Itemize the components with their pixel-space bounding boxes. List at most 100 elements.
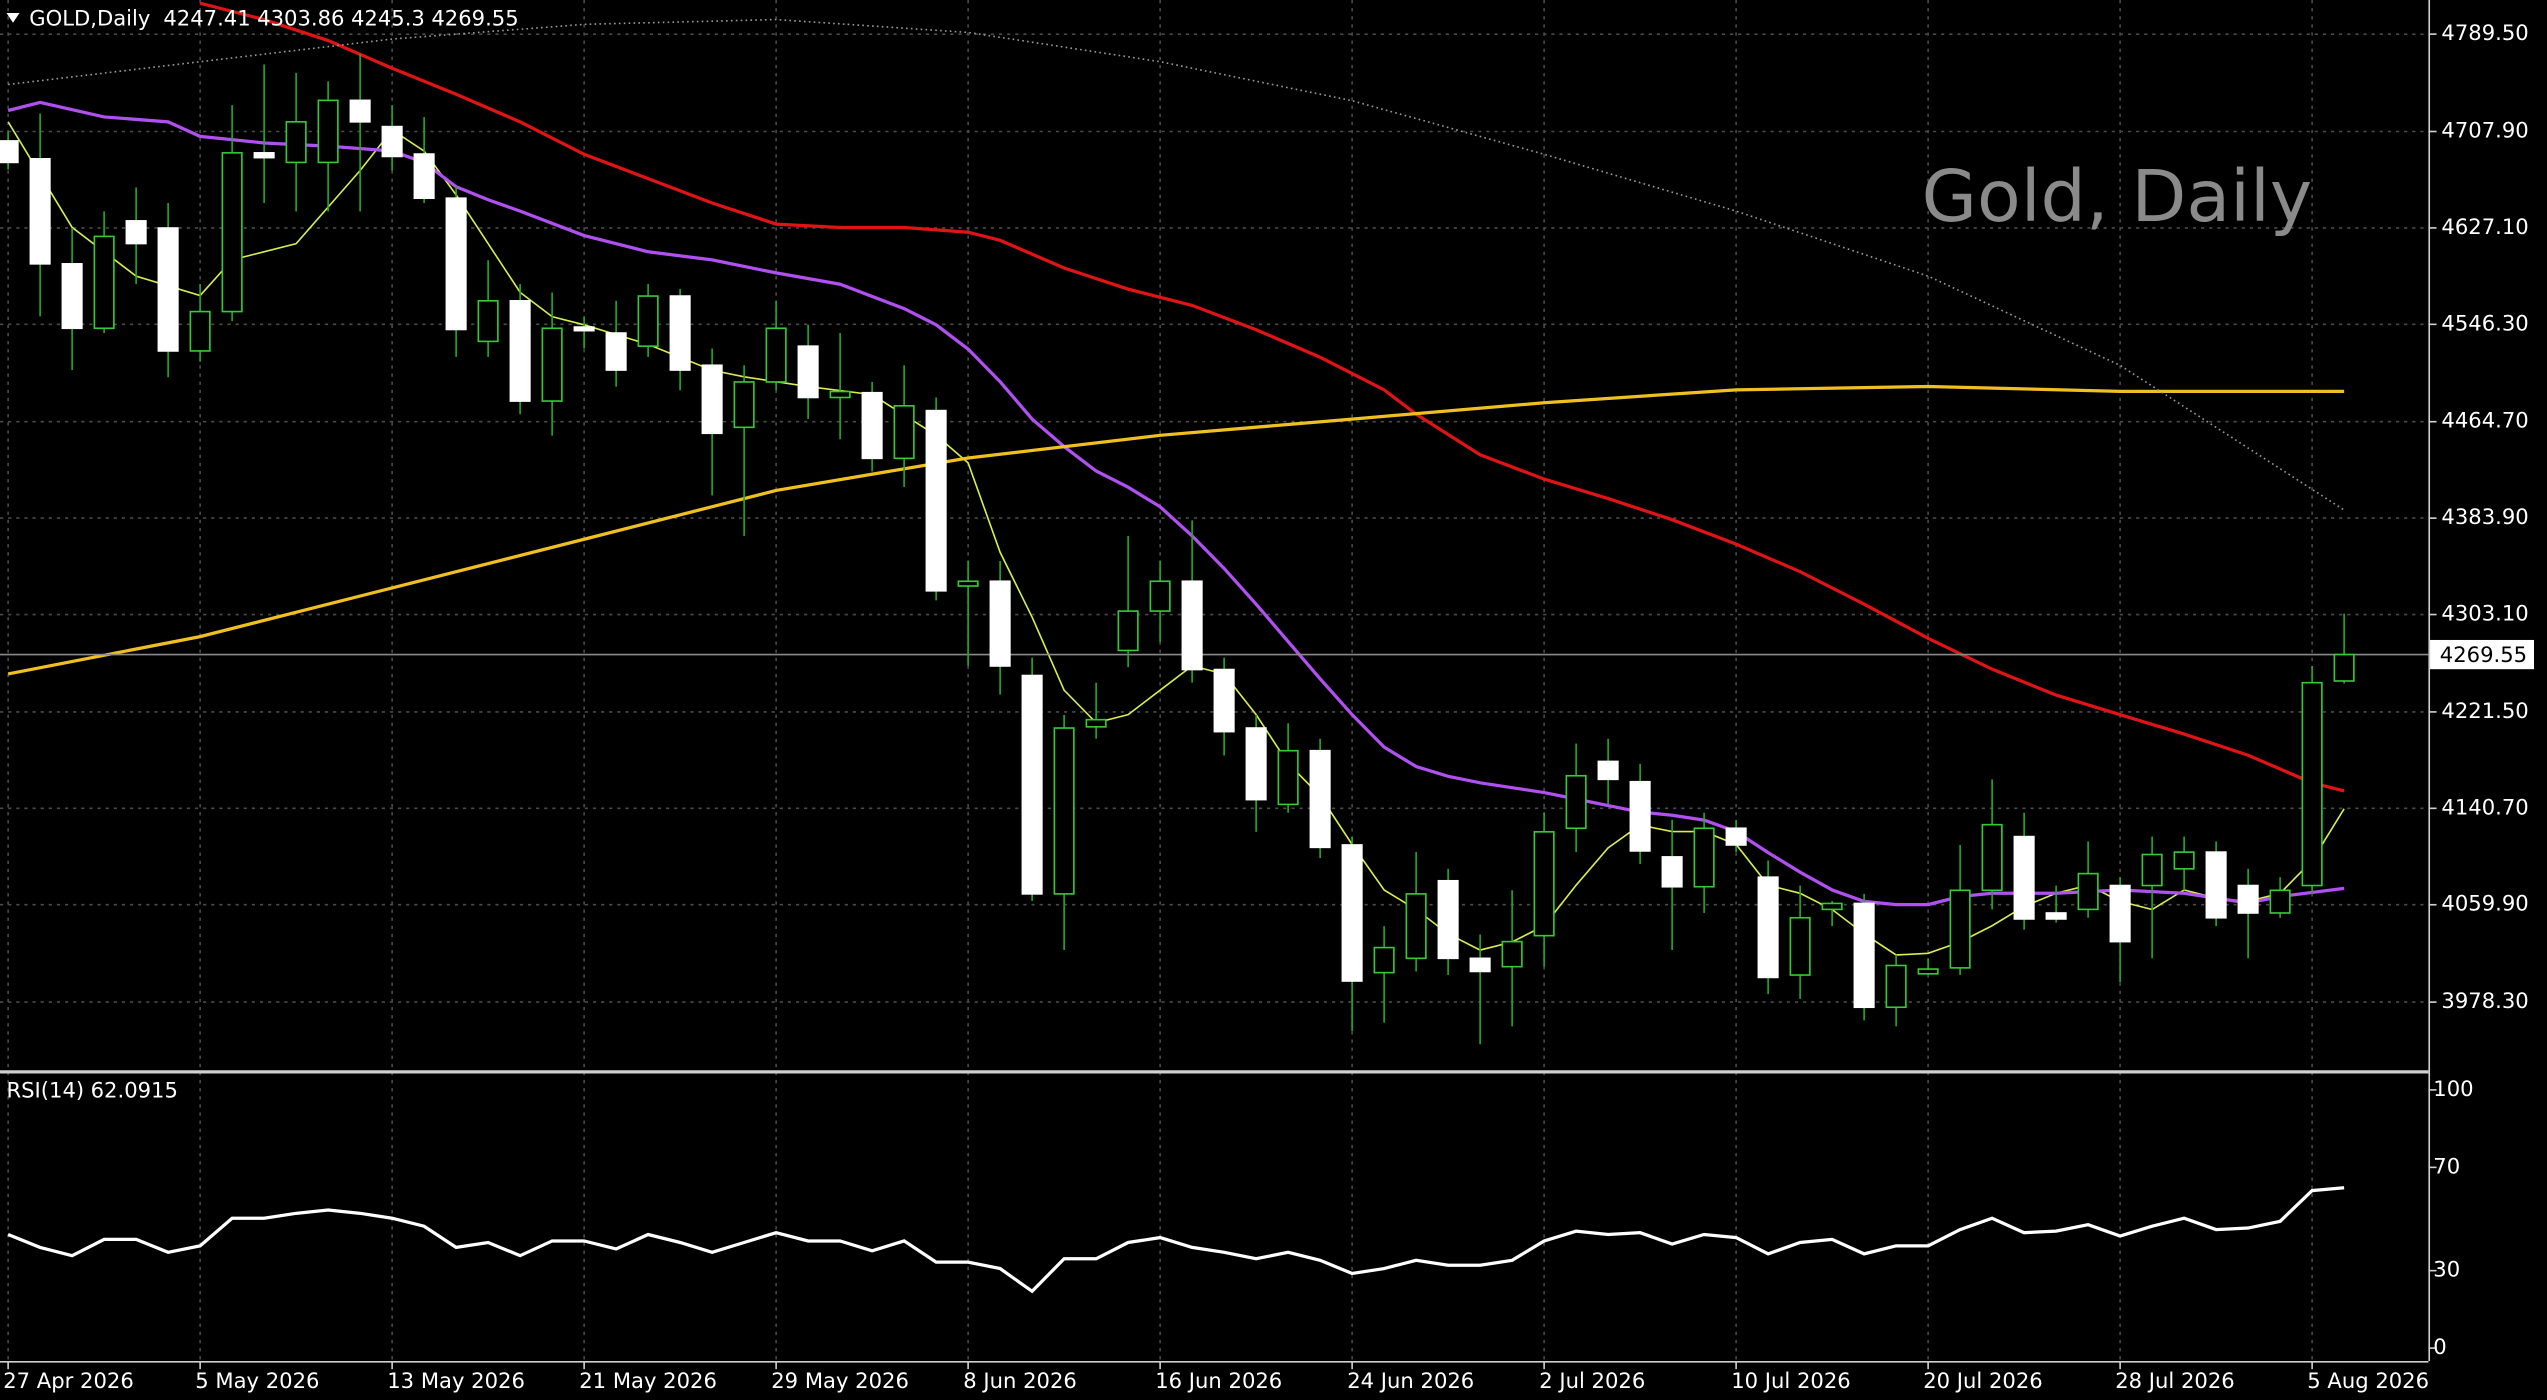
candle-body-bear xyxy=(61,263,83,330)
candle-body-bear xyxy=(797,345,819,399)
candle-body-bull xyxy=(2301,681,2323,887)
y-tick-label: 70 xyxy=(2433,1153,2460,1178)
y-tick-label: 4303.10 xyxy=(2441,601,2528,626)
y-tick-label: 4789.50 xyxy=(2441,20,2528,45)
candle-body-bull xyxy=(1405,893,1427,960)
candle-body-bear xyxy=(861,391,883,460)
candle-body-bear xyxy=(413,153,435,200)
high-value: 4303.86 xyxy=(257,5,344,30)
y-tick-label: 4627.10 xyxy=(2441,214,2528,239)
candle-body-bear xyxy=(1853,902,1875,1009)
x-tick-label: 20 Jul 2026 xyxy=(1923,1368,2042,1393)
x-tick-label: 21 May 2026 xyxy=(579,1368,717,1393)
candle-body-bear xyxy=(157,227,179,352)
moving-average-line xyxy=(199,1,2345,793)
candle-body-bear xyxy=(1661,856,1683,888)
candle-body-bear xyxy=(2109,884,2131,943)
x-tick-label: 5 Aug 2026 xyxy=(2307,1368,2429,1393)
candle-body-bear xyxy=(1757,876,1779,979)
candle-body-bull xyxy=(1885,964,1907,1009)
rsi-line xyxy=(7,1186,2345,1294)
candle-body-bull xyxy=(2141,853,2163,887)
watermark: Gold, Daily xyxy=(1922,155,2313,238)
chart-header: GOLD,Daily 4247.41 4303.86 4245.3 4269.55 xyxy=(29,5,518,30)
candle-body-bull xyxy=(1981,823,2003,892)
candle-body-bull xyxy=(893,405,915,460)
candle-body-bull xyxy=(1501,940,1523,968)
x-tick-label: 10 Jul 2026 xyxy=(1731,1368,1850,1393)
candle-body-bull xyxy=(1821,902,1843,911)
candle-body-bear xyxy=(253,152,275,159)
candle-body-bear xyxy=(669,295,691,371)
candle-body-bull xyxy=(829,390,851,399)
y-tick-label: 3978.30 xyxy=(2441,988,2528,1013)
candle-body-bull xyxy=(2173,851,2195,870)
candle-body-bull xyxy=(765,327,787,383)
rsi-last-value: 62.0915 xyxy=(91,1077,178,1102)
y-tick-label: 4383.90 xyxy=(2441,504,2528,529)
last-price-label: 4269.55 xyxy=(2440,642,2527,667)
x-tick-label: 8 Jun 2026 xyxy=(963,1368,1077,1393)
x-tick-label: 13 May 2026 xyxy=(387,1368,525,1393)
candle-body-bear xyxy=(1469,957,1491,973)
candle-body-bear xyxy=(1309,749,1331,849)
symbol-title: GOLD,Daily xyxy=(29,5,150,30)
candle-body-bull xyxy=(733,381,755,429)
candle-body-bear xyxy=(349,99,371,123)
last-price-box xyxy=(2430,639,2535,670)
candle-body-bear xyxy=(1597,760,1619,781)
y-tick-label: 4546.30 xyxy=(2441,310,2528,335)
candle-body-bear xyxy=(1725,827,1747,846)
rsi-header: RSI(14) 62.0915 xyxy=(6,1077,177,1102)
candle-body-bear xyxy=(29,158,51,265)
candle-body-bull xyxy=(2333,653,2355,682)
candle-body-bull xyxy=(1117,610,1139,652)
x-tick-label: 2 Jul 2026 xyxy=(1539,1368,1645,1393)
candle-body-bear xyxy=(0,140,19,164)
candle-body-bear xyxy=(1021,674,1043,895)
candle-body-bear xyxy=(605,332,627,371)
candle-body-bull xyxy=(957,580,979,587)
candle-body-bull xyxy=(1533,831,1555,937)
x-tick-label: 28 Jul 2026 xyxy=(2115,1368,2234,1393)
candle-body-bull xyxy=(1373,946,1395,974)
candle-body-bull xyxy=(1149,580,1171,612)
candle-body-bear xyxy=(381,125,403,158)
candle-body-bear xyxy=(2205,851,2227,919)
candle-body-bear xyxy=(1437,879,1459,960)
y-tick-label: 4707.90 xyxy=(2441,118,2528,143)
x-tick-label: 16 Jun 2026 xyxy=(1155,1368,1282,1393)
open-value: 4247.41 xyxy=(163,5,250,30)
y-tick-label: 100 xyxy=(2433,1076,2473,1101)
candle-body-bear xyxy=(573,326,595,332)
rsi-plot xyxy=(7,1186,2345,1294)
candle-body-bear xyxy=(1181,580,1203,671)
moving-average-line xyxy=(7,384,2345,676)
candle-body-bull xyxy=(285,121,307,164)
y-tick-label: 30 xyxy=(2433,1257,2460,1282)
candle-body-bear xyxy=(2237,884,2259,914)
candle-body-bull xyxy=(2077,872,2099,911)
candle-body-bear xyxy=(2013,835,2035,920)
candle-body-bear xyxy=(701,364,723,435)
candle-body-bear xyxy=(445,197,467,331)
candle-body-bull xyxy=(1565,774,1587,830)
candle-body-bear xyxy=(509,300,531,402)
candle-body-bull xyxy=(1949,889,1971,969)
x-tick-label: 24 Jun 2026 xyxy=(1347,1368,1474,1393)
y-tick-label: 4221.50 xyxy=(2441,698,2528,723)
candle-body-bull xyxy=(1085,718,1107,728)
candle-body-bull xyxy=(93,235,115,330)
rsi-title: RSI(14) xyxy=(6,1077,84,1102)
y-tick-label: 4059.90 xyxy=(2441,891,2528,916)
candle-body-bear xyxy=(1245,727,1267,801)
candle-body-bull xyxy=(541,327,563,402)
x-tick-label: 27 Apr 2026 xyxy=(3,1368,134,1393)
y-tick-label: 4464.70 xyxy=(2441,408,2528,433)
menu-triangle[interactable] xyxy=(6,12,20,23)
candle-body-bear xyxy=(2045,912,2067,920)
candle-body-bull xyxy=(221,152,243,313)
